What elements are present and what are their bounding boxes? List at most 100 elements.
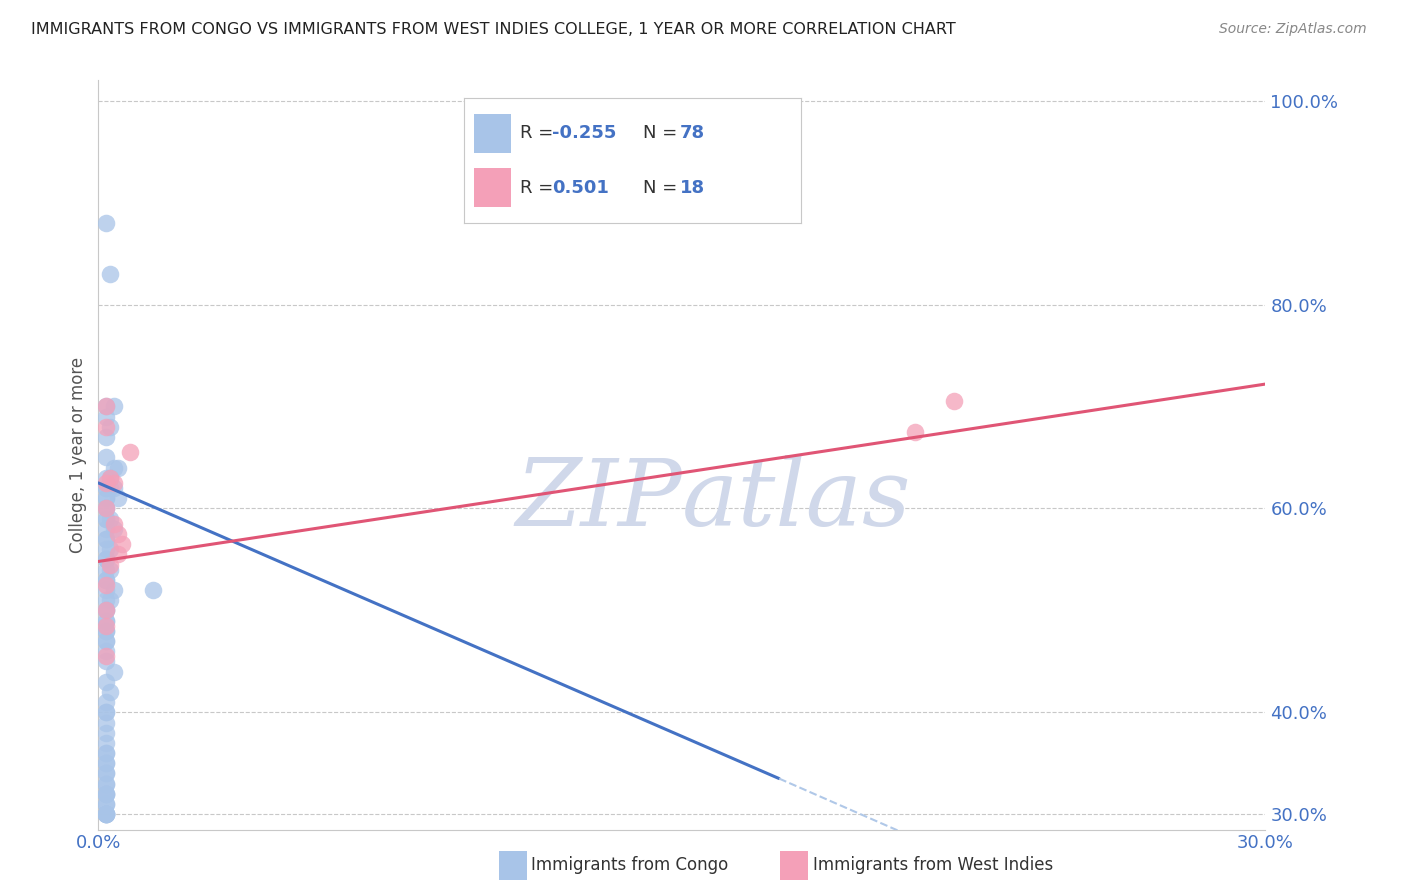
Point <box>96 481 118 495</box>
Point <box>96 532 118 546</box>
Point <box>98 420 121 434</box>
Point <box>96 542 118 557</box>
Point <box>103 665 125 679</box>
Y-axis label: College, 1 year or more: College, 1 year or more <box>69 357 87 553</box>
Point <box>96 573 118 587</box>
Point <box>103 475 125 490</box>
Point <box>103 582 125 597</box>
Point <box>96 409 118 424</box>
Point <box>904 425 927 439</box>
Point <box>103 516 125 531</box>
Point <box>96 807 118 822</box>
Point <box>96 807 118 822</box>
Point <box>96 807 118 822</box>
Point <box>111 537 134 551</box>
Point <box>96 746 118 760</box>
Point <box>96 644 118 658</box>
Point <box>96 603 118 617</box>
Text: 18: 18 <box>681 179 704 197</box>
Point <box>96 481 118 495</box>
Point <box>96 552 118 566</box>
Point <box>103 400 125 414</box>
Text: N =: N = <box>643 179 683 197</box>
Text: ZIP: ZIP <box>515 455 682 545</box>
Point <box>96 420 118 434</box>
Point <box>107 547 129 561</box>
Point <box>96 725 118 739</box>
Point <box>96 649 118 664</box>
Point <box>96 706 118 720</box>
Point <box>96 511 118 525</box>
Point <box>96 578 118 592</box>
Point <box>96 603 118 617</box>
Point <box>96 797 118 811</box>
Point <box>98 563 121 577</box>
Point <box>96 807 118 822</box>
Point <box>142 582 165 597</box>
Point <box>98 471 121 485</box>
Point <box>96 777 118 791</box>
Point <box>96 501 118 516</box>
Point <box>103 522 125 536</box>
Point <box>98 558 121 572</box>
Point <box>96 471 118 485</box>
Point <box>107 491 129 506</box>
Point <box>96 706 118 720</box>
Point <box>96 614 118 628</box>
Point <box>98 593 121 607</box>
Point <box>96 674 118 689</box>
Point <box>96 634 118 648</box>
Text: 78: 78 <box>681 124 704 142</box>
Point <box>96 603 118 617</box>
Point <box>96 736 118 750</box>
Point <box>96 563 118 577</box>
Point <box>96 522 118 536</box>
Point <box>96 400 118 414</box>
Text: N =: N = <box>643 124 683 142</box>
Point <box>96 450 118 465</box>
Point <box>118 445 141 459</box>
Point <box>96 216 118 230</box>
Text: IMMIGRANTS FROM CONGO VS IMMIGRANTS FROM WEST INDIES COLLEGE, 1 YEAR OR MORE COR: IMMIGRANTS FROM CONGO VS IMMIGRANTS FROM… <box>31 22 956 37</box>
Point <box>98 542 121 557</box>
Point <box>96 491 118 506</box>
Point <box>98 511 121 525</box>
Point <box>98 685 121 699</box>
Point <box>96 634 118 648</box>
Text: R =: R = <box>520 179 558 197</box>
Point <box>96 475 118 490</box>
Point <box>96 766 118 780</box>
Point <box>96 491 118 506</box>
Point <box>96 766 118 780</box>
Text: -0.255: -0.255 <box>551 124 616 142</box>
Point <box>98 481 121 495</box>
Point <box>98 267 121 281</box>
Point <box>96 777 118 791</box>
Point <box>96 715 118 730</box>
Point <box>96 746 118 760</box>
Point <box>107 527 129 541</box>
Point <box>96 797 118 811</box>
Text: Immigrants from West Indies: Immigrants from West Indies <box>813 856 1053 874</box>
Text: Immigrants from Congo: Immigrants from Congo <box>531 856 728 874</box>
Point <box>96 787 118 801</box>
Point <box>96 593 118 607</box>
Point <box>103 481 125 495</box>
Point <box>96 532 118 546</box>
Point <box>96 695 118 709</box>
Point <box>96 787 118 801</box>
FancyBboxPatch shape <box>474 169 512 208</box>
Point <box>96 787 118 801</box>
FancyBboxPatch shape <box>474 114 512 153</box>
Point <box>96 756 118 771</box>
Text: Source: ZipAtlas.com: Source: ZipAtlas.com <box>1219 22 1367 37</box>
Point <box>96 756 118 771</box>
Point <box>96 624 118 638</box>
Point <box>943 394 966 409</box>
Text: atlas: atlas <box>682 455 911 545</box>
Point <box>96 552 118 566</box>
Point <box>96 614 118 628</box>
Text: 0.501: 0.501 <box>551 179 609 197</box>
Point <box>96 618 118 632</box>
Point <box>96 501 118 516</box>
